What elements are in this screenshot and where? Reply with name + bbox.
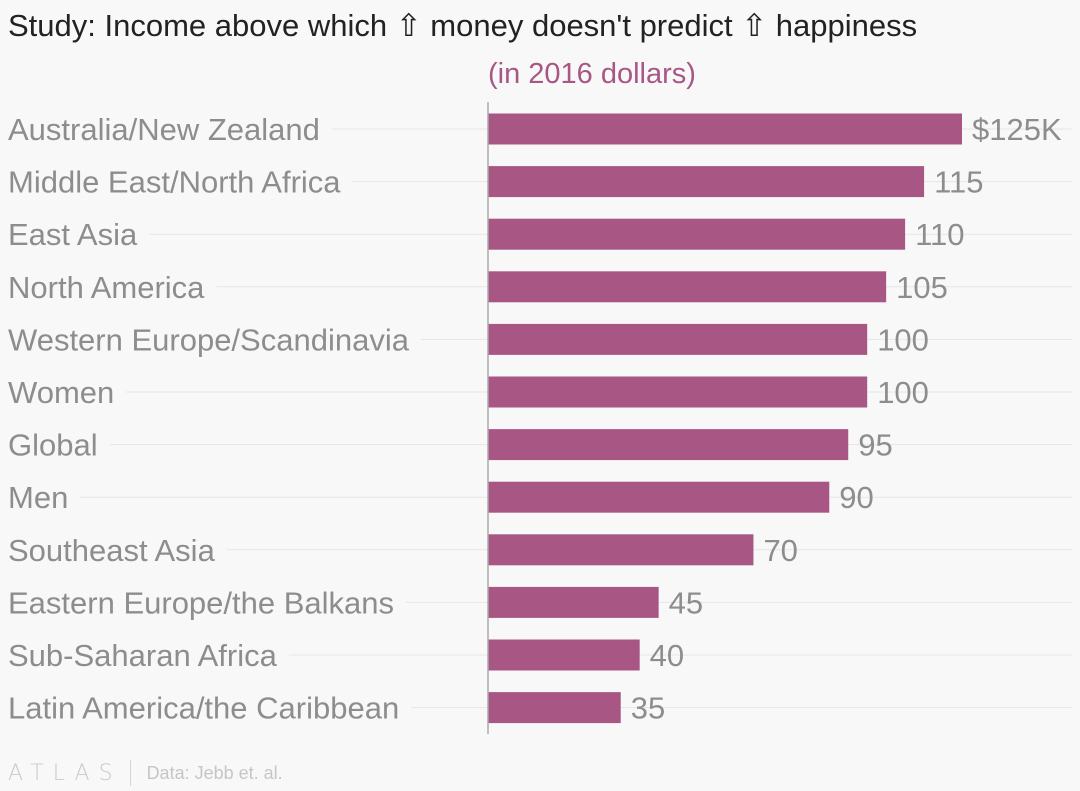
value-label: 45 <box>669 585 703 620</box>
value-label: 100 <box>877 322 929 357</box>
value-label: 40 <box>650 638 684 673</box>
bar <box>488 586 659 618</box>
value-label: 110 <box>915 217 964 252</box>
chart-title: Study: Income above which ⇧ money doesn'… <box>8 8 918 43</box>
bar <box>488 218 906 250</box>
value-label: 95 <box>858 428 892 463</box>
category-label: Southeast Asia <box>8 533 216 568</box>
category-label: Eastern Europe/the Balkans <box>8 585 394 620</box>
bar <box>488 639 640 671</box>
category-label: East Asia <box>8 217 138 252</box>
bar <box>488 534 754 566</box>
category-label: Global <box>8 428 98 463</box>
category-label: Australia/New Zealand <box>8 112 320 147</box>
atlas-logo: ATLAS <box>8 760 122 786</box>
value-label: 105 <box>896 270 948 305</box>
bar <box>488 429 849 461</box>
value-label: 100 <box>877 375 929 410</box>
value-label: 70 <box>763 533 797 568</box>
bar <box>488 692 621 724</box>
category-label: Sub-Saharan Africa <box>8 638 278 673</box>
bar <box>488 323 868 355</box>
footer-divider <box>129 760 131 786</box>
bar <box>488 271 887 303</box>
bar <box>488 113 962 145</box>
category-label: North America <box>8 270 205 305</box>
category-label: Western Europe/Scandinavia <box>8 322 410 357</box>
value-label: $125K <box>972 112 1062 147</box>
bar <box>488 376 868 408</box>
value-label: 35 <box>631 691 665 726</box>
category-label: Women <box>8 375 114 410</box>
category-label: Men <box>8 480 68 515</box>
category-label: Middle East/North Africa <box>8 165 341 200</box>
bar <box>488 166 925 198</box>
category-label: Latin America/the Caribbean <box>8 691 399 726</box>
bar <box>488 481 830 513</box>
value-label: 115 <box>934 165 983 200</box>
source-note: Data: Jebb et. al. <box>146 762 283 783</box>
value-label: 90 <box>839 480 873 515</box>
chart-subtitle: (in 2016 dollars) <box>488 58 696 90</box>
footer: ATLAS Data: Jebb et. al. <box>8 758 283 788</box>
